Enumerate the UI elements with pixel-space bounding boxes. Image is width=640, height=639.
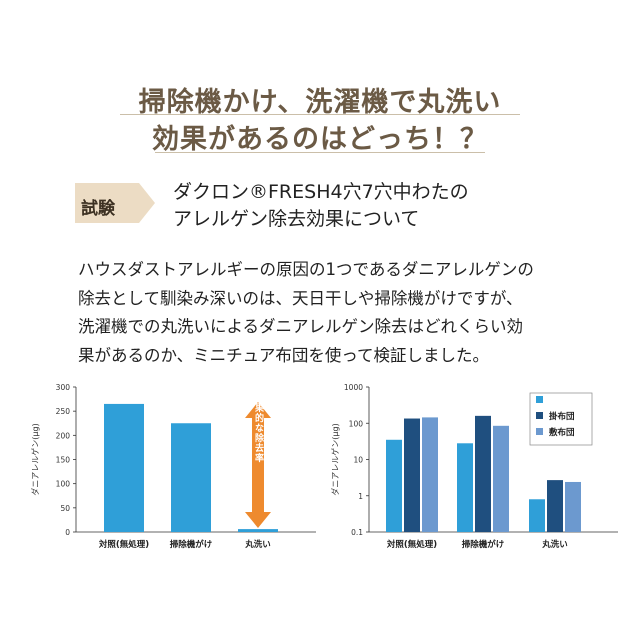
y-tick-label: 100 <box>56 480 71 489</box>
badge-label: 試験 <box>81 199 115 219</box>
y-tick-label: 0 <box>65 528 70 537</box>
description-line3: 洗濯機での丸洗いによるダニアレルゲン除去はどれくらい効 <box>78 317 524 336</box>
bar-series2-cat1 <box>404 418 420 532</box>
x-tick-label: 丸洗い <box>541 539 568 550</box>
legend-swatch-3 <box>536 428 543 435</box>
y-tick-label: 250 <box>56 407 71 416</box>
bar-3 <box>238 529 278 532</box>
test-badge <box>75 183 155 223</box>
bar-series1-cat2 <box>457 443 473 532</box>
badge-shape <box>75 183 155 223</box>
y-axis-label: ダニアレルゲン(μg) <box>30 423 40 495</box>
bar-1 <box>104 403 144 532</box>
double-arrow-icon <box>245 402 271 528</box>
y-tick-label: 0.1 <box>351 528 363 537</box>
x-tick-label: 対照(無処理) <box>386 539 437 550</box>
bar-2 <box>171 423 211 532</box>
headline-underline-2 <box>155 152 485 153</box>
bar-series3-cat1 <box>422 417 438 532</box>
y-axis-label: ダニアレルゲン(μg) <box>330 423 340 495</box>
bar-series1-cat1 <box>386 439 402 532</box>
description-line4: 果があるのか、ミニチュア布団を使って検証しました。 <box>78 346 490 365</box>
y-tick-label: 150 <box>56 456 71 465</box>
headline-line2: 効果があるのはどっち！？ <box>152 124 488 155</box>
legend-swatch-2 <box>536 412 543 419</box>
y-tick-label: 300 <box>56 383 71 392</box>
bar-series3-cat2 <box>493 425 509 532</box>
y-tick-label: 1 <box>358 492 363 501</box>
description-line1: ハウスダストアレルギーの原因の1つであるダニアレルゲンの <box>78 260 534 279</box>
headline-underline-1 <box>120 114 520 115</box>
chart-log: 0.1 1 10 100 1000 ダニアレルゲン(μg) 対照(無処理) 掃除機がけ 丸洗い 掛… <box>330 383 618 550</box>
bar-series2-cat2 <box>475 415 491 532</box>
y-tick-label: 1000 <box>344 383 363 392</box>
x-tick-label: 掃除機がけ <box>462 539 505 550</box>
y-tick-label: 100 <box>349 419 364 428</box>
legend-swatch-1 <box>536 396 543 403</box>
y-tick-label: 50 <box>60 504 70 513</box>
bar-series3-cat3 <box>565 481 581 532</box>
test-subject-line1: ダクロン®FRESH4穴7穴中わたの <box>173 181 469 203</box>
bar-series2-cat3 <box>547 480 563 532</box>
annotation-label: 効果的な除去率 <box>253 392 265 463</box>
legend-label: 敷布団 <box>549 427 575 438</box>
description-line2: 除去として馴染み深いのは、天日干しや掃除機がけですが、 <box>78 289 523 308</box>
headline-line1: 掃除機かけ、洗濯機で丸洗い <box>138 87 502 118</box>
bar-series1-cat3 <box>529 499 545 532</box>
x-tick-label: 対照(無処理) <box>98 539 149 550</box>
y-tick-label: 200 <box>56 431 71 440</box>
y-tick-label: 10 <box>353 456 363 465</box>
chart-linear: 0 50 100 150 200 250 300 ダニアレルゲン(μg) 対照(無処理) 掃除機が… <box>30 383 316 550</box>
test-subject-line2: アレルゲン除去効果について <box>173 208 420 230</box>
x-tick-label: 丸洗い <box>244 539 271 550</box>
x-tick-label: 掃除機がけ <box>170 539 213 550</box>
legend-label: 掛布団 <box>549 411 575 422</box>
